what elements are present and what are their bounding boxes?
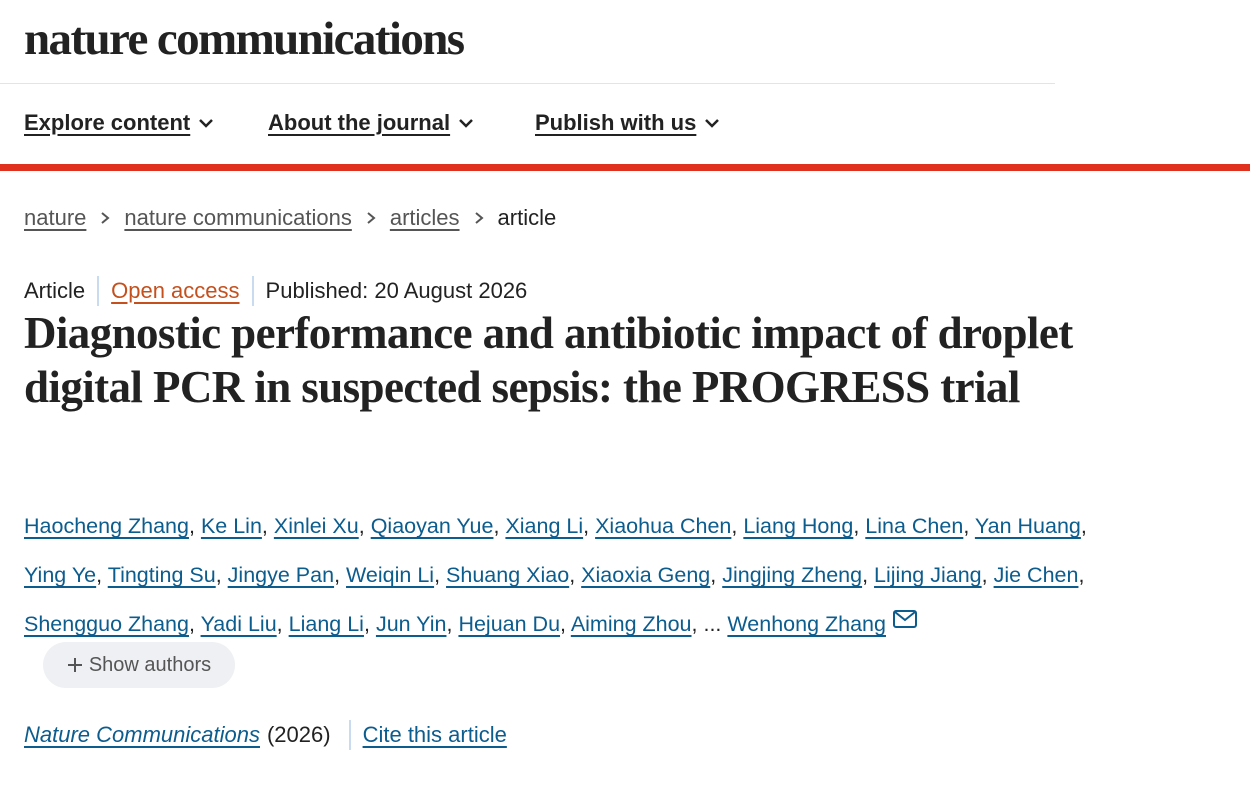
crumb-link[interactable]: nature xyxy=(24,205,87,230)
author-link[interactable]: Ying Ye xyxy=(24,563,97,587)
show-authors-button[interactable]: Show authors xyxy=(43,642,235,688)
author-separator: , xyxy=(188,514,195,538)
accent-bar xyxy=(0,164,1250,171)
author-separator: , xyxy=(710,563,717,587)
crumb-arrow xyxy=(101,212,110,224)
author-separator: , xyxy=(1080,514,1087,538)
author-line: Haocheng Zhang, Ke Lin, Xinlei Xu, Qiaoy… xyxy=(24,502,1087,551)
author-separator: , xyxy=(853,514,860,538)
published-date: Published: 20 August 2026 xyxy=(265,278,528,303)
author-link[interactable]: Ke Lin xyxy=(200,514,262,538)
crumb-current: article xyxy=(497,205,557,230)
nav-item[interactable]: Publish with us xyxy=(535,110,720,136)
author-link[interactable]: Shuang Xiao xyxy=(446,563,570,587)
author-separator: , xyxy=(981,563,988,587)
author-link[interactable]: Qiaoyan Yue xyxy=(370,514,494,538)
crumb-link[interactable]: articles xyxy=(389,205,460,230)
author-link[interactable]: Aiming Zhou xyxy=(570,612,692,636)
author-separator: , xyxy=(215,563,222,587)
author-link[interactable]: Xiaohua Chen xyxy=(595,514,732,538)
author-link[interactable]: Hejuan Du xyxy=(458,612,561,636)
nav-label: Explore content xyxy=(24,110,191,135)
nav-item[interactable]: Explore content xyxy=(24,110,214,136)
author-link[interactable]: Yadi Liu xyxy=(200,612,277,636)
author-link[interactable]: Weiqin Li xyxy=(346,563,435,587)
article-title: Diagnostic performance and antibiotic im… xyxy=(24,308,1073,412)
author-separator: , xyxy=(276,612,283,636)
author-separator: , xyxy=(188,612,195,636)
article-meta: Article Open access Published: 20 August… xyxy=(24,276,527,306)
author-link[interactable]: Tingting Su xyxy=(107,563,216,587)
author-link[interactable]: Jun Yin xyxy=(375,612,447,636)
separator xyxy=(348,720,351,750)
author-link[interactable]: Wenhong Zhang xyxy=(727,612,886,636)
author-separator: , xyxy=(1078,563,1085,587)
cite-link[interactable]: Cite this article xyxy=(362,722,507,747)
author-list: Haocheng Zhang, Ke Lin, Xinlei Xu, Qiaoy… xyxy=(24,502,1087,649)
author-separator: , xyxy=(334,563,341,587)
plus-icon xyxy=(67,658,82,672)
author-link[interactable]: Xinlei Xu xyxy=(273,514,359,538)
separator xyxy=(97,276,100,306)
chevron xyxy=(459,119,473,128)
author-link[interactable]: Jingjing Zheng xyxy=(722,563,863,587)
author-separator: , xyxy=(358,514,365,538)
author-separator: , xyxy=(446,612,453,636)
author-separator: , xyxy=(560,612,567,636)
author-separator: , xyxy=(96,563,103,587)
breadcrumb: nature nature communications articles ar… xyxy=(24,205,556,231)
author-line: Shengguo Zhang, Yadi Liu, Liang Li, Jun … xyxy=(24,600,1087,649)
citation: Nature Communications (2026) Cite this a… xyxy=(24,720,507,750)
email-icon[interactable] xyxy=(892,609,918,629)
author-separator: , xyxy=(569,563,576,587)
author-link[interactable]: Liang Hong xyxy=(743,514,854,538)
chevron xyxy=(705,119,720,128)
divider xyxy=(0,83,1055,84)
author-separator: , xyxy=(583,514,590,538)
open-access[interactable]: Open access xyxy=(111,278,240,303)
separator xyxy=(251,276,254,306)
crumb-link[interactable]: nature communications xyxy=(124,205,352,230)
year: (2026) xyxy=(266,722,331,747)
button-label: Show authors xyxy=(88,653,212,676)
author-separator: , xyxy=(862,563,869,587)
crumb-arrow xyxy=(367,212,376,224)
author-link[interactable]: Shengguo Zhang xyxy=(24,612,189,636)
author-link[interactable]: Xiaoxia Geng xyxy=(581,563,711,587)
author-separator: , xyxy=(434,563,441,587)
author-link[interactable]: Lijing Jiang xyxy=(874,563,982,587)
author-link[interactable]: Haocheng Zhang xyxy=(24,514,189,538)
nav-label: Publish with us xyxy=(535,110,697,135)
chevron xyxy=(199,119,214,128)
crumb-arrow xyxy=(474,212,484,224)
author-line: Ying Ye, Tingting Su, Jingye Pan, Weiqin… xyxy=(24,551,1087,600)
author-separator: , xyxy=(963,514,970,538)
article-type: Article xyxy=(24,278,86,303)
journal-link[interactable]: Nature Communications xyxy=(24,722,260,747)
nav-label: About the journal xyxy=(268,110,451,135)
author-separator: , xyxy=(261,514,268,538)
nav-item[interactable]: About the journal xyxy=(268,110,474,136)
author-link[interactable]: Jingye Pan xyxy=(227,563,335,587)
author-separator: , xyxy=(493,514,500,538)
author-separator: , xyxy=(691,612,698,636)
ellipsis: ... xyxy=(703,612,722,636)
author-separator: , xyxy=(731,514,738,538)
logo[interactable]: nature communications xyxy=(24,13,465,65)
author-separator: , xyxy=(363,612,370,636)
author-link[interactable]: Lina Chen xyxy=(865,514,964,538)
author-link[interactable]: Xiang Li xyxy=(505,514,584,538)
author-link[interactable]: Liang Li xyxy=(288,612,364,636)
author-link[interactable]: Yan Huang xyxy=(974,514,1081,538)
author-link[interactable]: Jie Chen xyxy=(993,563,1079,587)
